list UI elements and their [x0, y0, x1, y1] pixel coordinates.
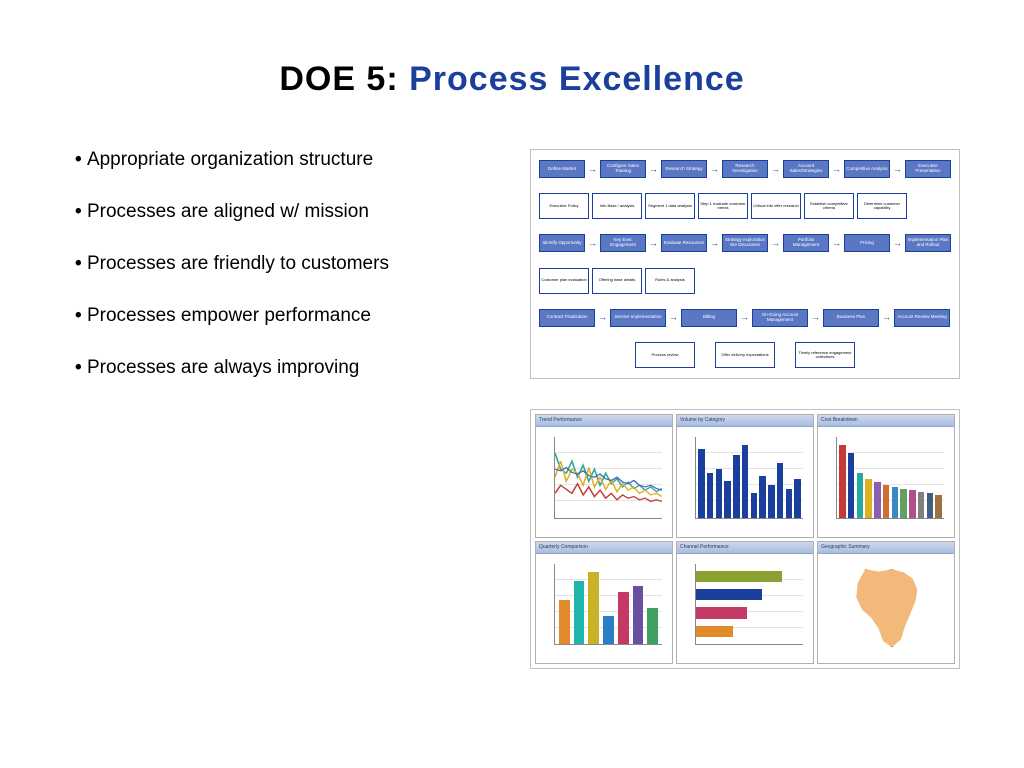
- flowchart-node: Key Exec Engagement: [600, 234, 646, 252]
- dashboard-cell: Channel Performance: [676, 541, 814, 665]
- dashboard-cell: Trend Performance: [535, 414, 673, 538]
- flowchart-node: Customer plan evaluation: [539, 268, 589, 294]
- title-prefix: DOE 5:: [279, 60, 409, 98]
- flowchart-node: Contract Finalization: [539, 309, 595, 327]
- chart-title: Channel Performance: [677, 542, 813, 554]
- bullet-list: Appropriate organization structure Proce…: [70, 149, 500, 669]
- bullet-item: Processes are aligned w/ mission: [75, 201, 500, 223]
- flowchart-node: Billing: [681, 309, 737, 327]
- flowchart-node: Strategy exploration site Discussion: [722, 234, 768, 252]
- flowchart-panel: Define Market→Configure Sales Training→R…: [530, 149, 960, 379]
- flowchart-node: Portfolio Management: [783, 234, 829, 252]
- flowchart-node: Determine customer capability: [857, 193, 907, 219]
- flowchart-node: Implementation Plan and Rollout: [905, 234, 951, 252]
- arrow-icon: →: [893, 165, 902, 174]
- flowchart-node: Step 1 evaluate customer needs: [698, 193, 748, 219]
- chart-title: Volume by Category: [677, 415, 813, 427]
- bullet-item: Processes empower performance: [75, 305, 500, 327]
- dashboard-cell: Quarterly Comparison: [535, 541, 673, 665]
- arrow-icon: →: [771, 165, 780, 174]
- arrow-icon: →: [669, 313, 678, 322]
- flowchart-node: Service Implementation: [610, 309, 666, 327]
- chart-title: Quarterly Comparison: [536, 542, 672, 554]
- flowchart-node: Offering base details: [592, 268, 642, 294]
- flowchart-node: Segment 1 data analysis: [645, 193, 695, 219]
- flowchart-node: Offer delivery expectations: [715, 342, 775, 368]
- chart-title: Geographic Summary: [818, 542, 954, 554]
- flowchart-node: Pricing: [844, 234, 890, 252]
- dashboard-cell: Volume by Category: [676, 414, 814, 538]
- flowchart-node: Account Sales/Strategies: [783, 160, 829, 178]
- arrow-icon: →: [832, 165, 841, 174]
- flowchart-node: Rules & analysis: [645, 268, 695, 294]
- flowchart-node: Critical info offer research: [751, 193, 801, 219]
- flowchart-node: Research Strategy: [661, 160, 707, 178]
- arrow-icon: →: [771, 239, 780, 248]
- arrow-icon: →: [710, 239, 719, 248]
- flowchart-node: Executive Policy: [539, 193, 589, 219]
- arrow-icon: →: [811, 313, 820, 322]
- flowchart-node: Process review: [635, 342, 695, 368]
- flowchart-node: On-Going Account Management: [752, 309, 808, 327]
- flowchart-node: Research Investigation: [722, 160, 768, 178]
- arrow-icon: →: [710, 165, 719, 174]
- dashboard-cell: Cost Breakdown: [817, 414, 955, 538]
- arrow-icon: →: [649, 165, 658, 174]
- arrow-icon: →: [740, 313, 749, 322]
- flowchart-node: Info Base / analysis: [592, 193, 642, 219]
- arrow-icon: →: [598, 313, 607, 322]
- flowchart-node: Competitive Analysis: [844, 160, 890, 178]
- flowchart-node: Evaluate Resources: [661, 234, 707, 252]
- chart-title: Cost Breakdown: [818, 415, 954, 427]
- arrow-icon: →: [893, 239, 902, 248]
- flowchart-node: Identify Opportunity: [539, 234, 585, 252]
- chart-title: Trend Performance: [536, 415, 672, 427]
- arrow-icon: →: [588, 239, 597, 248]
- bullet-item: Appropriate organization structure: [75, 149, 500, 171]
- arrow-icon: →: [649, 239, 658, 248]
- bullet-item: Processes are always improving: [75, 357, 500, 379]
- flowchart-node: Executive Presentation: [905, 160, 951, 178]
- arrow-icon: →: [832, 239, 841, 248]
- dashboard-panel: Trend Performance Volume by Category Cost …: [530, 409, 960, 669]
- flowchart-node: Account Review Meeting: [894, 309, 950, 327]
- arrow-icon: →: [882, 313, 891, 322]
- flowchart-node: Define Market: [539, 160, 585, 178]
- dashboard-cell: Geographic Summary: [817, 541, 955, 665]
- bullet-item: Processes are friendly to customers: [75, 253, 500, 275]
- flowchart-node: Timely reference engagement collections: [795, 342, 855, 368]
- flowchart-node: Business Plan: [823, 309, 879, 327]
- slide-title: DOE 5: Process Excellence: [70, 60, 954, 99]
- flowchart-node: Establish competitive criteria: [804, 193, 854, 219]
- flowchart-node: Configure Sales Training: [600, 160, 646, 178]
- arrow-icon: →: [588, 165, 597, 174]
- title-main: Process Excellence: [409, 60, 745, 98]
